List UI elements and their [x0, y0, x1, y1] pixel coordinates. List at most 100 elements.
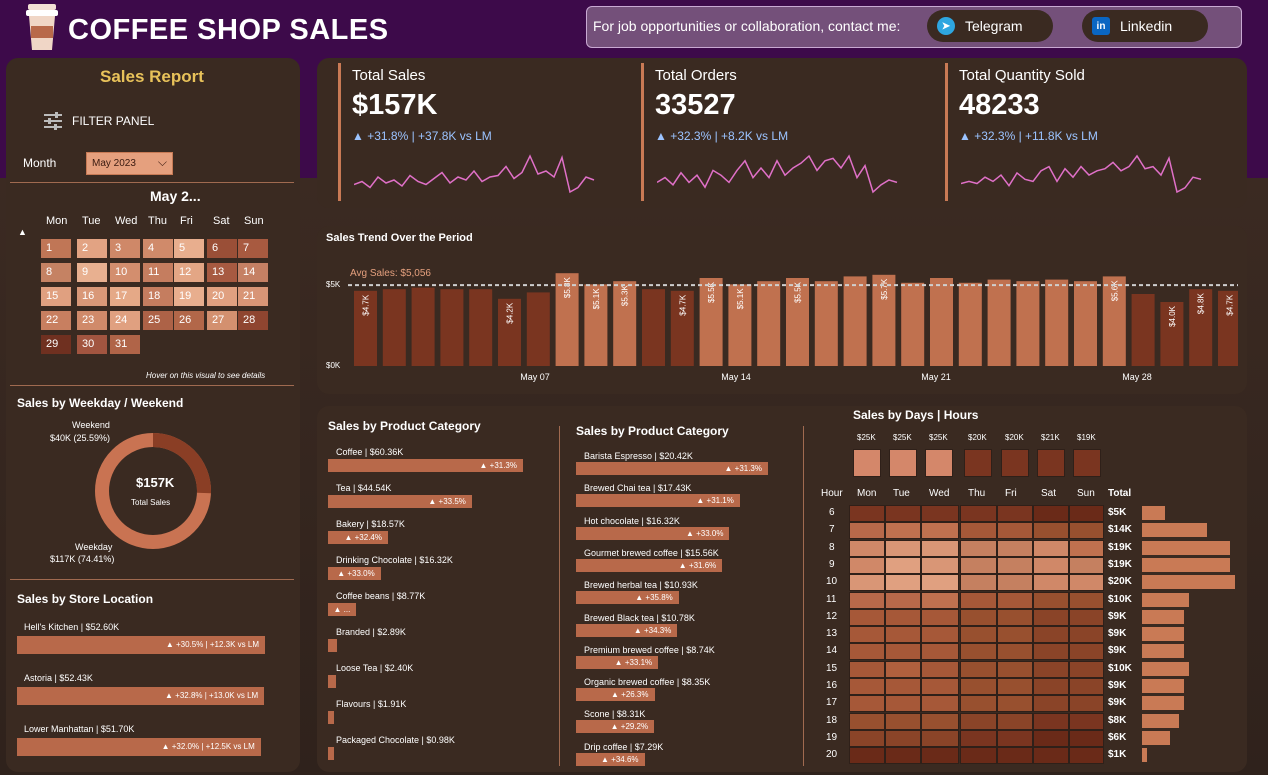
heatmap-cell[interactable] — [849, 522, 885, 540]
heatmap-cell[interactable] — [997, 539, 1033, 557]
heatmap-cell[interactable] — [997, 695, 1033, 713]
heatmap-cell[interactable] — [1069, 729, 1104, 747]
category-bar[interactable]: ▲ +31.3% — [328, 459, 523, 472]
day-total-cell[interactable] — [925, 449, 953, 477]
category-bar[interactable] — [328, 675, 336, 688]
day-total-cell[interactable] — [1073, 449, 1101, 477]
product-bar[interactable]: ▲ +33.1% — [576, 655, 659, 669]
caret-up-icon[interactable]: ▲ — [18, 227, 27, 237]
heatmap-cell[interactable] — [885, 643, 921, 661]
calendar-day-30[interactable]: 30 — [77, 335, 107, 354]
category-bar[interactable]: ▲ +33.5% — [328, 495, 472, 508]
heatmap-cell[interactable] — [849, 608, 885, 626]
heatmap-cell[interactable] — [849, 747, 885, 765]
calendar-day-21[interactable]: 21 — [238, 287, 268, 306]
heatmap-cell[interactable] — [921, 522, 959, 540]
heatmap-cell[interactable] — [1069, 574, 1104, 592]
heatmap-cell[interactable] — [885, 712, 921, 730]
heatmap-cell[interactable] — [921, 608, 959, 626]
heatmap-cell[interactable] — [1033, 678, 1069, 695]
heatmap-cell[interactable] — [1069, 591, 1104, 609]
calendar-day-20[interactable]: 20 — [207, 287, 237, 306]
heatmap-cell[interactable] — [960, 695, 997, 713]
store-bar[interactable]: ▲ +30.5% | +12.3K vs LM — [17, 636, 265, 654]
heatmap-cell[interactable] — [1033, 539, 1069, 557]
heatmap-cell[interactable] — [960, 678, 997, 695]
calendar-day-4[interactable]: 4 — [143, 239, 173, 258]
heatmap-cell[interactable] — [1069, 678, 1104, 695]
heatmap-cell[interactable] — [885, 729, 921, 747]
weekday-weekend-donut[interactable] — [92, 430, 214, 552]
heatmap-cell[interactable] — [1033, 574, 1069, 592]
heatmap-cell[interactable] — [1069, 643, 1104, 661]
hour-total-bar[interactable] — [1142, 713, 1180, 728]
heatmap-cell[interactable] — [997, 505, 1033, 522]
calendar-day-7[interactable]: 7 — [238, 239, 268, 258]
calendar-day-1[interactable]: 1 — [41, 239, 71, 258]
heatmap-cell[interactable] — [1069, 505, 1104, 522]
calendar-day-26[interactable]: 26 — [174, 311, 204, 330]
heatmap-cell[interactable] — [885, 522, 921, 540]
heatmap-cell[interactable] — [921, 539, 959, 557]
heatmap-cell[interactable] — [849, 591, 885, 609]
heatmap-cell[interactable] — [1033, 626, 1069, 644]
day-total-cell[interactable] — [853, 449, 881, 477]
heatmap-cell[interactable] — [960, 505, 997, 522]
product-bar[interactable]: ▲ +31.3% — [576, 462, 768, 475]
category-bar[interactable]: ▲ +32.4% — [328, 531, 388, 544]
calendar-day-14[interactable]: 14 — [238, 263, 268, 282]
hour-total-bar[interactable] — [1142, 627, 1184, 642]
heatmap-cell[interactable] — [885, 608, 921, 626]
heatmap-cell[interactable] — [921, 729, 959, 747]
heatmap-cell[interactable] — [921, 660, 959, 678]
hour-total-bar[interactable] — [1142, 644, 1184, 659]
calendar-day-2[interactable]: 2 — [77, 239, 107, 258]
heatmap-cell[interactable] — [960, 729, 997, 747]
trend-chart[interactable]: $4.7K $4.2K $5.8K $5.1K $5.3K $4.7K $5.5K $5.1K… — [348, 262, 1238, 392]
month-dropdown[interactable]: May 2023 ⌵ — [86, 152, 173, 175]
heatmap-cell[interactable] — [960, 747, 997, 765]
heatmap-cell[interactable] — [960, 712, 997, 730]
hour-total-bar[interactable] — [1142, 575, 1235, 590]
hour-total-bar[interactable] — [1142, 557, 1231, 572]
hour-total-bar[interactable] — [1142, 679, 1184, 693]
heatmap-cell[interactable] — [849, 626, 885, 644]
product-bar[interactable]: ▲ +33.0% — [576, 526, 730, 540]
telegram-button[interactable]: ➤ Telegram — [927, 10, 1053, 42]
calendar-day-15[interactable]: 15 — [41, 287, 71, 306]
product-bar[interactable]: ▲ +34.6% — [576, 752, 645, 766]
store-bar[interactable]: ▲ +32.8% | +13.0K vs LM — [17, 687, 265, 705]
calendar-day-22[interactable]: 22 — [41, 311, 71, 330]
calendar-day-8[interactable]: 8 — [41, 263, 71, 282]
heatmap-cell[interactable] — [1069, 660, 1104, 678]
heatmap-cell[interactable] — [921, 626, 959, 644]
product-bar[interactable]: ▲ +31.6% — [576, 558, 723, 572]
heatmap-cell[interactable] — [849, 660, 885, 678]
day-total-cell[interactable] — [889, 449, 917, 477]
calendar-day-16[interactable]: 16 — [77, 287, 107, 306]
heatmap-cell[interactable] — [849, 643, 885, 661]
heatmap-cell[interactable] — [960, 574, 997, 592]
heatmap-cell[interactable] — [849, 556, 885, 574]
heatmap-cell[interactable] — [997, 574, 1033, 592]
calendar-day-9[interactable]: 9 — [77, 263, 107, 282]
heatmap-cell[interactable] — [997, 522, 1033, 540]
calendar-day-10[interactable]: 10 — [110, 263, 140, 282]
heatmap-cell[interactable] — [849, 729, 885, 747]
heatmap-cell[interactable] — [997, 729, 1033, 747]
heatmap-cell[interactable] — [960, 626, 997, 644]
category-bar[interactable] — [328, 639, 338, 652]
category-bar[interactable] — [328, 747, 334, 760]
heatmap-cell[interactable] — [1033, 729, 1069, 747]
heatmap-cell[interactable] — [1033, 556, 1069, 574]
heatmap-cell[interactable] — [921, 678, 959, 695]
heatmap-cell[interactable] — [921, 556, 959, 574]
heatmap-cell[interactable] — [1069, 712, 1104, 730]
product-bar[interactable]: ▲ +35.8% — [576, 591, 679, 605]
heatmap-cell[interactable] — [960, 556, 997, 574]
heatmap-cell[interactable] — [1069, 626, 1104, 644]
product-bar[interactable]: ▲ +29.2% — [576, 720, 655, 734]
product-bar[interactable]: ▲ +34.3% — [576, 623, 678, 637]
heatmap-cell[interactable] — [960, 608, 997, 626]
heatmap-cell[interactable] — [921, 574, 959, 592]
